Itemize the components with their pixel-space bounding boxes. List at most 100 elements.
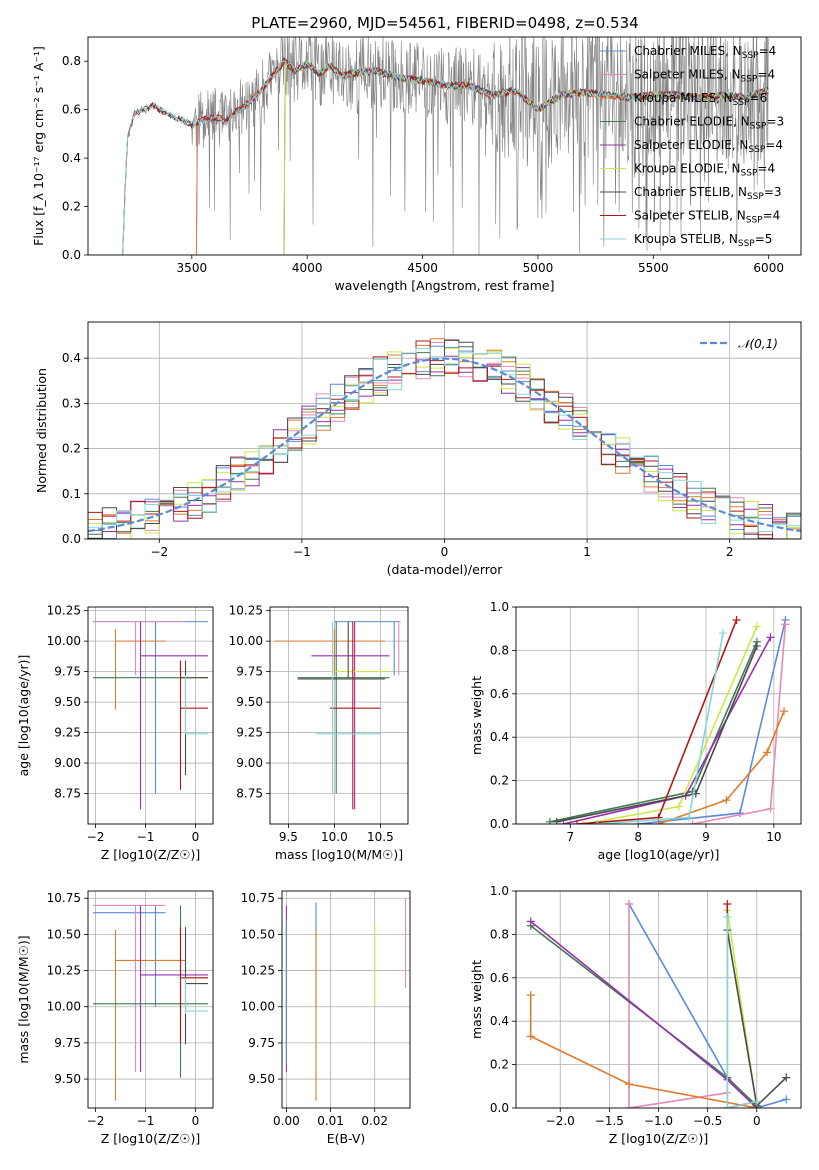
legend-label: Salpeter ELODIE, NSSP=4 <box>634 138 783 155</box>
figure-title: PLATE=2960, MJD=54561, FIBERID=0498, z=0… <box>251 14 638 32</box>
legend-count: =3 <box>766 115 784 129</box>
x-tick-label: 9 <box>702 830 710 844</box>
plus-marker <box>723 913 732 922</box>
y-tick-label: 0.0 <box>62 248 81 262</box>
y-tick-label: 9.25 <box>54 726 81 740</box>
y-tick-label: 10.50 <box>241 927 275 941</box>
plus-marker <box>752 642 761 651</box>
weight-line <box>530 925 758 1107</box>
legend-subscript: SSP <box>747 192 764 202</box>
legend-count: =5 <box>755 232 773 246</box>
plus-marker <box>593 820 602 824</box>
x-axis-label: E(B-V) <box>327 1131 366 1146</box>
legend-count: =4 <box>757 162 775 176</box>
y-tick-label: 0.6 <box>490 687 509 701</box>
y-tick-label: 0.4 <box>62 151 81 165</box>
legend-label: Kroupa MILES, NSSP=6 <box>634 91 767 108</box>
spectrum-panel: 3500 4000 4500 5000 5500 6000 0.0 0.2 0.4 0.6 0.8 w… <box>31 36 802 293</box>
x-tick-label: −1 <box>137 830 155 844</box>
plus-marker <box>573 820 582 824</box>
model-spectrum-line <box>122 60 770 255</box>
y-tick-label: 8.75 <box>236 787 263 801</box>
y-tick-label: 9.50 <box>248 1072 275 1086</box>
legend-label: Chabrier STELIB, NSSP=3 <box>634 185 782 202</box>
plus-marker <box>752 622 761 631</box>
errorbars <box>93 621 208 810</box>
legend-label: Salpeter STELIB, NSSP=4 <box>634 209 780 226</box>
x-tick-label: −1 <box>293 545 311 559</box>
y-tick-label: 9.75 <box>248 1036 275 1050</box>
residual-histogram-panel: −2 −1 0 1 2 0.0 0.1 0.2 0.3 0.4 (data-model)/error… <box>34 321 802 577</box>
legend-subscript: SSP <box>741 169 758 179</box>
plus-marker <box>625 900 634 909</box>
y-tick-label: 0.2 <box>62 442 81 456</box>
x-tick-label: −1 <box>137 1114 155 1128</box>
x-axis-label: Z [log10(Z/Z☉)] <box>101 847 201 862</box>
axes-frame <box>87 321 802 540</box>
y-tick-label: 0.4 <box>490 730 509 744</box>
x-tick-label: 0.00 <box>273 1114 300 1128</box>
axes-frame <box>87 606 214 825</box>
x-tick-label: 0 <box>441 545 449 559</box>
observed-spectrum <box>122 37 769 255</box>
x-tick-label: 3500 <box>177 261 208 275</box>
x-tick-label: −0.5 <box>693 1114 722 1128</box>
plus-marker <box>552 817 561 824</box>
x-tick-label: 5500 <box>638 261 669 275</box>
y-tick-label: 0.8 <box>62 54 81 68</box>
y-axis-label: mass [log10(M/M☉)] <box>16 935 31 1063</box>
x-tick-label: 6000 <box>753 261 784 275</box>
x-tick-label: 4000 <box>292 261 323 275</box>
y-tick-label: 10.75 <box>241 891 275 905</box>
plus-marker <box>732 616 741 625</box>
x-tick-label: 0 <box>192 1114 200 1128</box>
y-tick-label: 10.00 <box>47 634 81 648</box>
age-vs-mass-panel: 9.5 10.0 10.5 8.75 9.00 9.25 9.50 9.75 10.00 10.2… <box>229 604 409 862</box>
plus-marker <box>782 1095 791 1104</box>
axes-frame <box>87 36 802 256</box>
plus-marker <box>526 917 535 926</box>
legend-model: Chabrier STELIB, N <box>634 185 747 199</box>
errorbars <box>93 904 208 1101</box>
y-tick-label: 10.25 <box>47 604 81 618</box>
y-axis-label: Normed distribution <box>34 368 49 493</box>
legend-model: Chabrier MILES, N <box>634 44 742 58</box>
weight-line <box>658 710 785 824</box>
y-tick-label: 10.00 <box>229 634 263 648</box>
x-tick-label: −1.5 <box>595 1114 624 1128</box>
x-tick-label: −2.0 <box>546 1114 575 1128</box>
plus-marker <box>723 900 732 909</box>
y-tick-label: 0.0 <box>490 817 509 831</box>
x-tick-label: −1.0 <box>644 1114 673 1128</box>
normal-curve <box>88 357 801 533</box>
plus-marker <box>782 1073 791 1082</box>
y-tick-label: 10.00 <box>47 1000 81 1014</box>
weight-vs-age-panel: 7 8 9 10 0.0 0.2 0.4 0.6 0.8 1.0 age [log10(age/yr… <box>469 600 802 862</box>
plus-marker <box>722 796 731 805</box>
legend-model: Salpeter MILES, N <box>634 68 741 82</box>
legend-model: Salpeter ELODIE, N <box>634 138 748 152</box>
y-tick-label: 10.25 <box>229 604 263 618</box>
x-tick-label: 10 <box>766 830 781 844</box>
weight-line <box>549 641 758 823</box>
y-tick-label: 9.50 <box>54 695 81 709</box>
y-tick-label: 0.8 <box>490 927 509 941</box>
legend-subscript: SSP <box>741 75 758 85</box>
plus-marker <box>625 1080 634 1089</box>
weight-line <box>726 917 757 1108</box>
legend-count: =4 <box>759 44 777 58</box>
y-tick-label: 0.1 <box>62 487 81 501</box>
y-tick-label: 10.25 <box>47 964 81 978</box>
mass-vs-reddening-panel: 0.00 0.01 0.02 9.50 9.75 10.00 10.25 10.50 10.75… <box>241 890 411 1146</box>
plus-marker <box>625 1104 634 1108</box>
legend-subscript: SSP <box>746 216 763 226</box>
plus-marker <box>781 620 790 629</box>
plus-marker <box>718 629 727 638</box>
y-tick-label: 0.4 <box>62 351 81 365</box>
y-tick-label: 0.2 <box>62 200 81 214</box>
y-tick-label: 1.0 <box>490 884 509 898</box>
histogram-steps <box>88 347 801 539</box>
x-axis-label: wavelength [Angstrom, rest frame] <box>334 278 554 293</box>
spectrum-curves <box>122 37 770 255</box>
plus-marker <box>763 748 772 757</box>
